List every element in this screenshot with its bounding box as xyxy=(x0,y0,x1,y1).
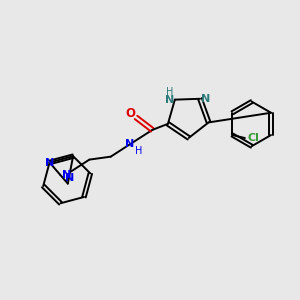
Text: N: N xyxy=(65,173,74,183)
Text: H: H xyxy=(135,146,142,156)
Text: N: N xyxy=(201,94,210,104)
Text: O: O xyxy=(126,107,136,120)
Text: N: N xyxy=(125,139,135,149)
Text: N: N xyxy=(45,158,54,168)
Text: Cl: Cl xyxy=(247,133,259,143)
Text: N: N xyxy=(62,170,71,180)
Text: H: H xyxy=(166,87,173,97)
Text: N: N xyxy=(165,95,174,105)
